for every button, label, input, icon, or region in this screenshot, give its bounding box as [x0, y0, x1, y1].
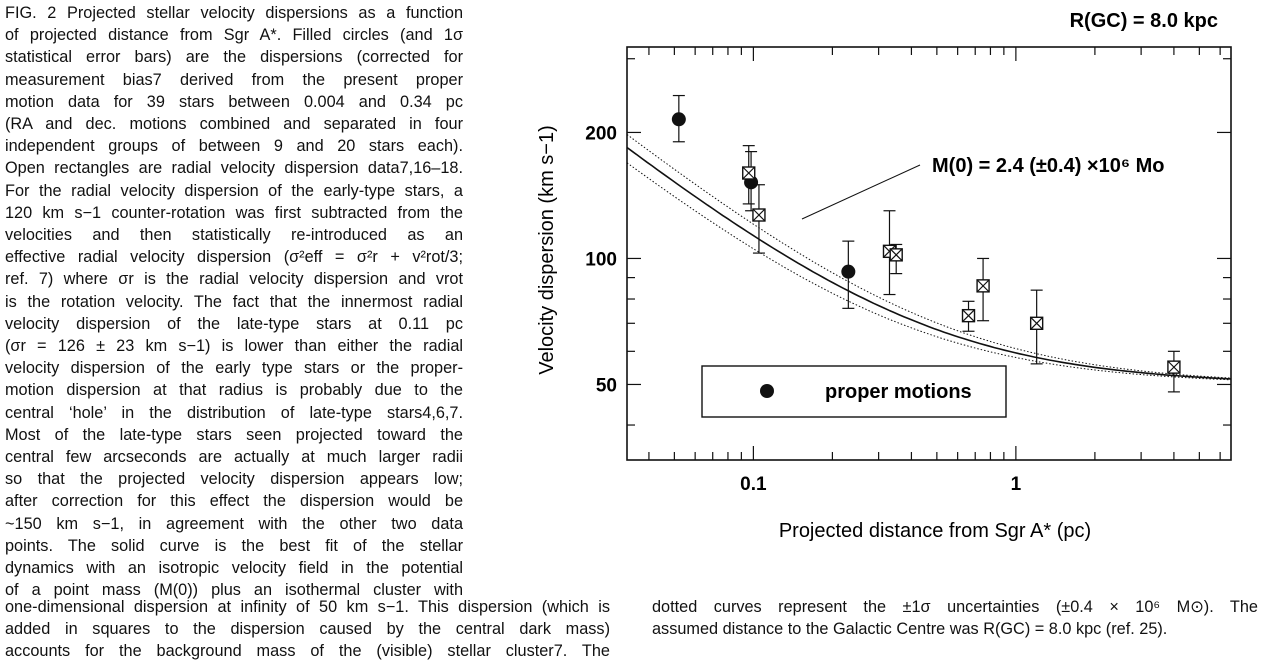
y-tick-label: 100 — [585, 249, 617, 270]
radial-velocity-point — [889, 248, 903, 262]
caption-line: of a point mass (M(0)) plus an isotherma… — [5, 581, 463, 600]
caption-line: effective radial velocity dispersion (σ²… — [5, 248, 463, 267]
caption-line: measurement bias7 derived from the prese… — [5, 70, 463, 89]
y-tick-label: 50 — [596, 375, 617, 396]
cross-line — [889, 248, 903, 262]
annotation-leader — [801, 164, 921, 220]
fit-annotation: M(0) = 2.4 (±0.4) ×10⁶ Mo — [932, 155, 1164, 177]
legend-marker — [760, 384, 774, 398]
caption-continuation-right: dotted curves represent the ±1σ uncertai… — [652, 596, 1258, 640]
cross-line — [742, 166, 756, 180]
radial-velocity-point — [752, 208, 766, 222]
caption-line: motion data for 39 stars between 0.004 a… — [5, 92, 463, 111]
x-tick-label: 0.1 — [740, 474, 767, 495]
upper-uncertainty-curve — [626, 134, 1232, 379]
legend-box — [701, 365, 1007, 418]
caption-line: velocity dispersion of the early type st… — [5, 359, 463, 378]
caption-line: added in squares to the dispersion cause… — [5, 620, 610, 639]
radial-velocity-point — [742, 166, 756, 180]
caption-line: (σr = 126 ± 23 km s−1) is lower than eit… — [5, 337, 463, 356]
caption-line: (RA and dec. motions combined and separa… — [5, 115, 463, 134]
caption-line: after correction for this effect the dis… — [5, 492, 463, 511]
chart-title: R(GC) = 8.0 kpc — [1070, 10, 1218, 32]
caption-line: central few arcseconds are actually at m… — [5, 448, 463, 467]
caption-line: points. The solid curve is the best fit … — [5, 536, 463, 555]
caption-line: Open rectangles are radial velocity disp… — [5, 159, 463, 178]
proper-motion-point — [841, 264, 856, 279]
cross-line — [883, 244, 896, 258]
x-tick-label: 1 — [1011, 474, 1022, 495]
plot-frame — [626, 46, 1232, 461]
figure-caption: FIG. 2 Projected stellar velocity disper… — [5, 2, 463, 601]
caption-line: accounts for the background mass of the … — [5, 642, 610, 661]
caption-line: one-dimensional dispersion at infinity o… — [5, 598, 610, 616]
lower-uncertainty-curve — [626, 162, 1232, 381]
cross-line — [1030, 316, 1044, 330]
caption-line: of projected distance from Sgr A*. Fille… — [5, 26, 463, 45]
cross-line — [976, 279, 990, 293]
radial-velocity-point — [976, 279, 990, 293]
caption-line: 120 km s−1 counter-rotation was first su… — [5, 203, 463, 222]
cross-line — [752, 208, 766, 222]
caption-line: ref. 7) where σr is the radial velocity … — [5, 270, 463, 289]
caption-line: dynamics with an isotropic velocity fiel… — [5, 559, 463, 578]
caption-line: statistical error bars) are the dispersi… — [5, 48, 463, 67]
radial-velocity-point — [961, 308, 976, 323]
caption-line: independent groups of between 9 and 20 s… — [5, 137, 463, 156]
caption-continuation: one-dimensional dispersion at infinity o… — [5, 596, 610, 663]
y-axis-label: Velocity dispersion (km s−1) — [536, 125, 558, 375]
proper-motion-point — [671, 112, 686, 127]
y-tick-label: 200 — [585, 123, 617, 144]
caption-line: FIG. 2 Projected stellar velocity disper… — [5, 4, 463, 22]
caption-line: central ‘hole’ in the distribution of la… — [5, 403, 463, 422]
legend-label: proper motions — [825, 381, 972, 403]
radial-velocity-point — [1167, 360, 1181, 374]
caption-line: For the radial velocity dispersion of th… — [5, 181, 463, 200]
caption-line: Most of the late-type stars seen project… — [5, 425, 463, 444]
cross-line — [962, 309, 975, 323]
best-fit-curve — [626, 146, 1232, 380]
caption-line: motion dispersion at that radius is prob… — [5, 381, 463, 400]
caption-line: velocity dispersion of the late-type sta… — [5, 314, 463, 333]
radial-velocity-point — [1029, 316, 1044, 330]
x-axis-label: Projected distance from Sgr A* (pc) — [779, 520, 1091, 542]
caption-line: ~150 km s−1, in agreement with the other… — [5, 514, 463, 533]
caption-line: assumed distance to the Galactic Centre … — [652, 620, 1168, 639]
caption-line: is the rotation velocity. The fact that … — [5, 292, 463, 311]
cross-line — [1167, 360, 1181, 374]
caption-line: velocities and then statistically re-int… — [5, 226, 463, 245]
caption-line: dotted curves represent the ±1σ uncertai… — [652, 598, 1258, 616]
caption-line: so that the projected velocity dispersio… — [5, 470, 463, 489]
